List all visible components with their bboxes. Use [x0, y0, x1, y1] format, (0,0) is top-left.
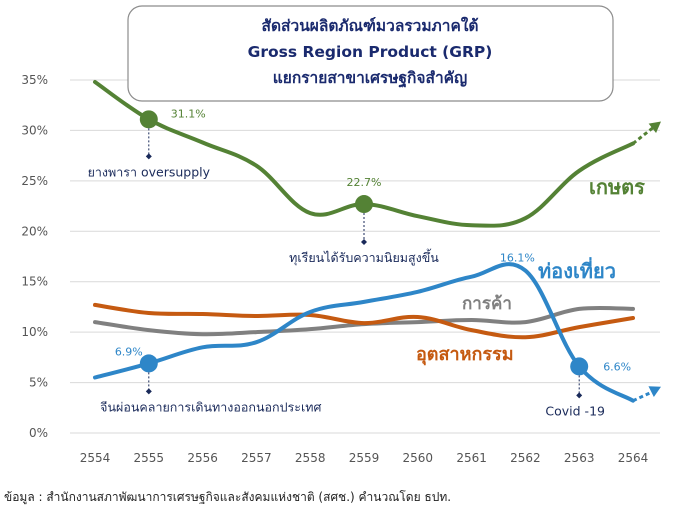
y-tick-label: 30% [21, 123, 48, 137]
data-label: 6.6% [603, 360, 631, 373]
y-tick-label: 20% [21, 224, 48, 238]
annotation-marker [355, 195, 373, 214]
x-tick-label: 2562 [510, 451, 541, 465]
y-tick-label: 15% [21, 275, 48, 289]
trend-arrow-line [632, 123, 658, 145]
y-tick-label: 0% [29, 426, 48, 440]
source-note: ข้อมูล : สำนักงานสภาพัฒนาการเศรษฐกิจและส… [4, 490, 452, 504]
x-tick-label: 2554 [80, 451, 111, 465]
series-line [93, 262, 635, 403]
data-label: 22.7% [347, 176, 382, 189]
x-tick-label: 2558 [295, 451, 326, 465]
x-tick-label: 2561 [456, 451, 487, 465]
chart-title-box: สัดส่วนผลิตภัณฑ์มวลรวมภาคใต้ Gross Regio… [127, 5, 614, 102]
title-box [127, 5, 614, 102]
annotation-text: Covid -19 [545, 403, 605, 418]
series-label: การค้า [462, 294, 512, 314]
annotation-diamond [361, 239, 367, 246]
trend-arrow-head [648, 386, 661, 398]
series-label: อุตสาหกรรม [416, 344, 514, 366]
peak-data-label: 16.1% [500, 252, 535, 265]
annotation-text: ยางพารา oversupply [88, 164, 211, 179]
annotation-diamond [145, 153, 152, 160]
x-tick-label: 2560 [403, 451, 434, 465]
x-tick-label: 2557 [241, 451, 272, 465]
data-label: 6.9% [115, 345, 143, 358]
chart-title-line-3: แยกรายสาขาเศรษฐกิจสำคัญ [273, 69, 467, 88]
y-tick-label: 35% [21, 73, 48, 87]
annotation-marker [139, 354, 158, 373]
x-tick-label: 2559 [349, 451, 380, 465]
x-tick-label: 2564 [618, 451, 649, 465]
annotation-text: ทุเรียนได้รับความนิยมสูงขึ้น [289, 248, 439, 266]
series-line [93, 302, 635, 340]
y-axis-ticks: 0% 5% 10% 15% 20% 25% 30% 35% [21, 73, 48, 440]
x-tick-label: 2563 [564, 451, 595, 465]
x-axis-ticks: 2554 2555 2556 2557 2558 2559 2560 2561 2562 2563… [80, 451, 649, 465]
annotation-marker [139, 110, 158, 129]
series-lines [93, 80, 661, 403]
annotations: ยางพารา oversupply ทุเรียนได้รับความนิยมส… [88, 128, 605, 418]
annotation-text: จีนผ่อนคลายการเดินทางออกนอกประเทศ [100, 399, 321, 414]
annotation-diamond [145, 388, 152, 395]
chart-title-line-2: Gross Region Product (GRP) [248, 43, 493, 61]
annotation-diamond [576, 392, 583, 399]
chart-title-line-1: สัดส่วนผลิตภัณฑ์มวลรวมภาคใต้ [262, 16, 479, 35]
series-label: เกษตร [589, 175, 645, 199]
x-tick-label: 2555 [134, 451, 165, 465]
x-tick-label: 2556 [187, 451, 218, 465]
annotation-marker [570, 357, 589, 376]
trend-arrow-head [648, 121, 661, 134]
y-tick-label: 5% [29, 376, 48, 390]
annotation-markers [139, 110, 589, 376]
y-tick-label: 10% [21, 325, 48, 339]
series-label: ท่องเที่ยว [538, 256, 616, 283]
y-tick-label: 25% [21, 174, 48, 188]
data-label: 31.1% [171, 107, 206, 120]
data-labels: 31.1% 22.7% 6.9% 6.6% 16.1% [115, 107, 631, 373]
